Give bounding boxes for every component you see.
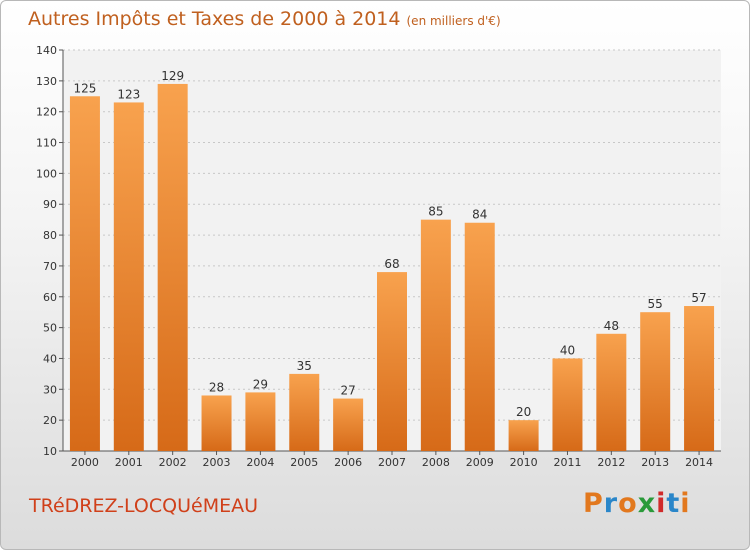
bar: [684, 306, 715, 451]
logo-letter: o: [618, 488, 638, 519]
bar-value-label: 27: [340, 384, 355, 398]
bar: [420, 219, 451, 451]
bar-value-label: 125: [73, 81, 96, 95]
logo-letter: x: [637, 488, 657, 519]
x-tick-label: 2005: [290, 456, 318, 469]
y-tick-label: 40: [43, 352, 57, 365]
y-tick-label: 120: [36, 106, 57, 119]
bar: [245, 392, 276, 451]
x-tick-label: 2011: [553, 456, 581, 469]
x-tick-label: 2009: [466, 456, 494, 469]
y-tick-label: 10: [43, 445, 57, 458]
chart-title: Autres Impôts et Taxes de 2000 à 2014 (en…: [28, 8, 501, 30]
bar: [333, 398, 364, 451]
y-tick-label: 90: [43, 198, 57, 211]
x-tick-label: 2014: [685, 456, 713, 469]
bar-value-label: 68: [384, 257, 399, 271]
x-tick-label: 2003: [203, 456, 231, 469]
bar: [552, 358, 583, 451]
bar: [69, 96, 100, 452]
x-tick-label: 2010: [510, 456, 538, 469]
y-tick-label: 20: [43, 414, 57, 427]
bar: [640, 312, 671, 451]
y-tick-label: 130: [36, 75, 57, 88]
bar: [464, 222, 495, 451]
bar: [113, 102, 144, 451]
logo-letter: P: [583, 488, 604, 519]
bar-value-label: 35: [297, 359, 312, 373]
chart-title-text: Autres Impôts et Taxes de 2000 à 2014: [28, 8, 401, 30]
bar-value-label: 28: [209, 380, 224, 394]
y-tick-label: 30: [43, 383, 57, 396]
x-tick-label: 2008: [422, 456, 450, 469]
bar-value-label: 129: [161, 69, 184, 83]
y-tick-label: 70: [43, 260, 57, 273]
x-tick-label: 2007: [378, 456, 406, 469]
logo-letter: i: [656, 488, 667, 519]
x-tick-label: 2001: [115, 456, 143, 469]
bar: [201, 395, 232, 451]
bar-value-label: 48: [604, 319, 619, 333]
y-tick-label: 50: [43, 322, 57, 335]
bar-value-label: 29: [253, 377, 268, 391]
y-tick-label: 100: [36, 167, 57, 180]
bar-value-label: 123: [117, 87, 140, 101]
x-tick-label: 2012: [597, 456, 625, 469]
bar: [289, 373, 320, 451]
bar-value-label: 84: [472, 208, 487, 222]
x-tick-label: 2004: [246, 456, 274, 469]
x-tick-label: 2006: [334, 456, 362, 469]
x-tick-label: 2000: [71, 456, 99, 469]
bar-value-label: 40: [560, 343, 575, 357]
logo-letter: i: [680, 488, 691, 519]
x-tick-label: 2002: [159, 456, 187, 469]
commune-name: TRéDREZ-LOCQUéMEAU: [29, 495, 259, 517]
bar-value-label: 57: [691, 291, 706, 305]
y-tick-label: 110: [36, 137, 57, 150]
proxiti-logo: Proxiti: [583, 488, 691, 519]
bar-value-label: 85: [428, 205, 443, 219]
bar: [157, 83, 188, 451]
y-tick-label: 80: [43, 229, 57, 242]
logo-letter: t: [666, 488, 681, 519]
x-tick-label: 2013: [641, 456, 669, 469]
bar: [377, 272, 407, 451]
bar: [508, 420, 539, 451]
bar: [596, 333, 627, 451]
logo-letter: r: [603, 488, 619, 519]
bar-value-label: 20: [516, 405, 531, 419]
chart-subtitle: (en milliers d'€): [406, 14, 501, 28]
y-tick-label: 60: [43, 291, 57, 304]
y-tick-label: 140: [36, 44, 57, 57]
bar-value-label: 55: [648, 297, 663, 311]
